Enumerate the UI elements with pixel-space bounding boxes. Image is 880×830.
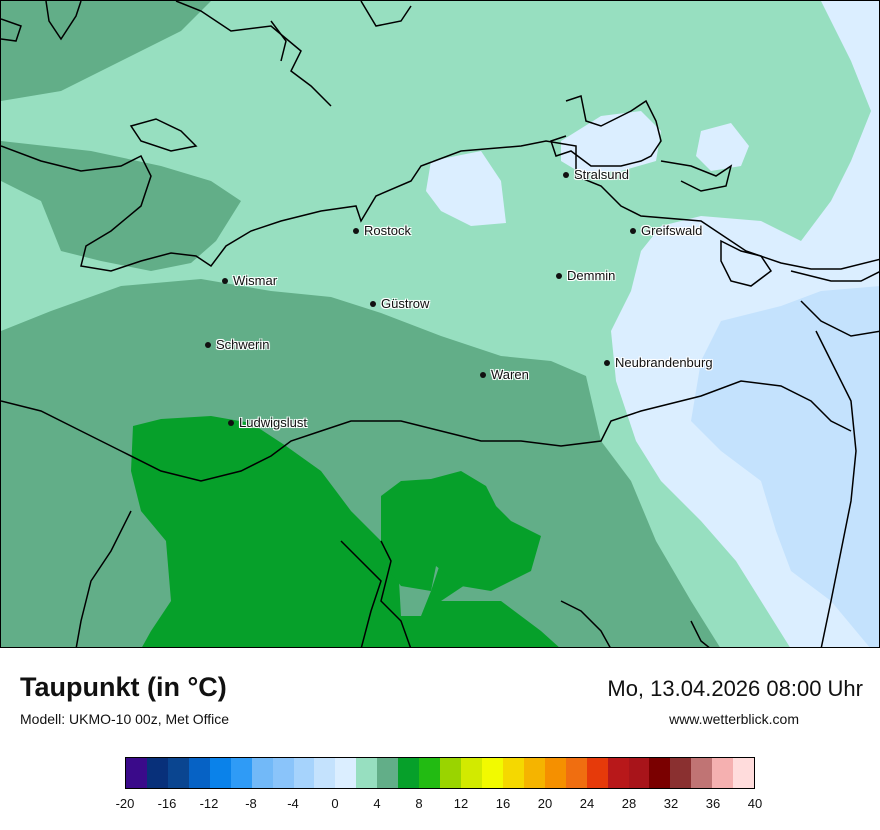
legend-tick-label: 24: [579, 796, 595, 811]
legend-tick-label: -4: [287, 796, 299, 811]
legend-swatch: [209, 758, 231, 788]
city-name: Waren: [491, 367, 529, 382]
city-label-neubrandenburg: Neubrandenburg: [604, 355, 713, 370]
legend-swatch: [335, 758, 357, 788]
legend-swatch: [398, 758, 420, 788]
city-dot: [556, 272, 562, 279]
city-name: Rostock: [364, 223, 411, 238]
city-label-güstrow: Güstrow: [370, 296, 429, 311]
legend-tick-label: -8: [245, 796, 257, 811]
legend-swatch: [523, 758, 545, 788]
city-label-stralsund: Stralsund: [563, 167, 629, 182]
city-name: Wismar: [233, 273, 278, 288]
map-title: Taupunkt (in °C): [20, 672, 227, 702]
city-dot: [563, 171, 569, 178]
legend-swatch: [502, 758, 524, 788]
city-dot: [480, 371, 486, 378]
legend-swatch: [649, 758, 671, 788]
city-name: Demmin: [567, 268, 616, 283]
field-2-4-ruegen: [561, 111, 661, 173]
field-0-2: [691, 286, 879, 647]
city-label-rostock: Rostock: [353, 223, 411, 238]
city-label-demmin: Demmin: [556, 268, 615, 283]
field-2-4-isle: [696, 123, 749, 171]
city-label-ludwigslust: Ludwigslust: [228, 415, 307, 430]
map-canvas: [1, 1, 879, 647]
weather-map: Stralsund Rostock Greifswald Wismar Demmin Gü…: [0, 0, 880, 648]
city-label-greifswald: Greifswald: [630, 223, 702, 238]
city-name: Neubrandenburg: [615, 355, 713, 370]
legend-swatch: [440, 758, 461, 788]
legend-swatch: [586, 758, 608, 788]
city-name: Ludwigslust: [239, 415, 307, 430]
legend-swatch: [314, 758, 336, 788]
legend-tick-label: -20: [115, 796, 135, 811]
city-name: Güstrow: [381, 296, 430, 311]
legend-swatch: [188, 758, 210, 788]
field-2-4-bay: [426, 151, 506, 226]
legend-swatch: [670, 758, 692, 788]
website-link[interactable]: www.wetterblick.com: [669, 711, 799, 727]
city-dot: [604, 359, 610, 366]
legend-swatch: [628, 758, 650, 788]
city-dot: [205, 341, 211, 348]
legend-swatch: [712, 758, 734, 788]
legend-swatch: [691, 758, 713, 788]
city-label-wismar: Wismar: [222, 273, 277, 288]
legend-tick-label: -12: [199, 796, 219, 811]
legend-swatch: [607, 758, 629, 788]
legend-swatch: [167, 758, 189, 788]
legend-tick-label: 16: [495, 796, 511, 811]
legend-swatch: [481, 758, 503, 788]
legend-swatch: [146, 758, 168, 788]
city-name: Greifswald: [641, 223, 703, 238]
legend-swatch: [565, 758, 587, 788]
legend-swatch: [419, 758, 441, 788]
field-6-8-north: [1, 1, 211, 101]
city-dot: [228, 419, 234, 426]
legend-tick-label: 4: [373, 796, 381, 811]
city-name: Schwerin: [216, 337, 270, 352]
legend-swatch: [293, 758, 315, 788]
model-info: Modell: UKMO-10 00z, Met Office: [20, 711, 230, 727]
legend-tick-label: 8: [415, 796, 423, 811]
legend-swatch: [356, 758, 378, 788]
legend-tick-label: 0: [331, 796, 339, 811]
field-8-10-center: [381, 471, 541, 591]
legend-swatch: [733, 758, 755, 788]
coastlines: [1, 1, 879, 647]
city-dot: [370, 300, 376, 307]
city-dot: [222, 277, 228, 284]
color-legend: [125, 757, 755, 789]
city-label-waren: Waren: [480, 367, 529, 382]
legend-tick-label: -16: [157, 796, 177, 811]
legend-tick-label: 32: [663, 796, 679, 811]
legend-swatch: [544, 758, 566, 788]
forecast-datetime: Mo, 13.04.2026 08:00 Uhr: [607, 676, 863, 701]
legend-swatch: [272, 758, 294, 788]
legend-tick-label: 12: [453, 796, 469, 811]
city-dot: [353, 227, 359, 234]
legend-tick-label: 36: [705, 796, 721, 811]
legend-swatch: [126, 758, 147, 788]
legend-swatch: [230, 758, 252, 788]
legend-tick-label: 28: [621, 796, 637, 811]
legend-tick-label: 20: [537, 796, 553, 811]
field-8-10: [131, 416, 559, 647]
city-label-schwerin: Schwerin: [205, 337, 269, 352]
legend-swatch: [461, 758, 482, 788]
field-6-8-west: [1, 141, 241, 271]
legend-tick-label: 40: [747, 796, 763, 811]
city-dot: [630, 227, 636, 234]
legend-swatch: [251, 758, 273, 788]
legend-swatch: [377, 758, 399, 788]
city-name: Stralsund: [574, 167, 629, 182]
